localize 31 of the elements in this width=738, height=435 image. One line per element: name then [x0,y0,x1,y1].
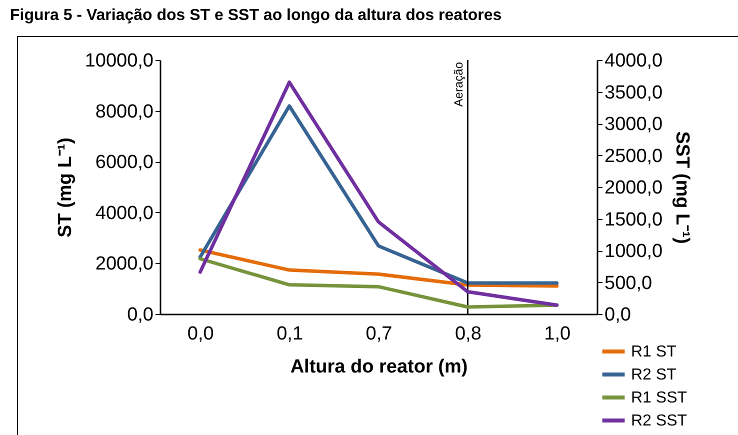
chart-title: Figura 5 - Variação dos ST e SST ao longo da altura dos reatores [10,7,502,24]
y2-tick-label: 2000,0 [604,178,663,198]
ref-line-label: Aeração [452,62,466,107]
y2-tick-label: 1500,0 [604,209,663,230]
y2-tick-label: 3500,0 [604,82,663,104]
y-tick-label: 8000,0 [95,101,154,122]
x-tick-label: 0,8 [454,324,482,344]
legend-label: R1 ST [631,344,677,360]
y2-tick-label: 1000,0 [604,241,663,262]
y-tick-label: 10000,0 [84,50,154,72]
y-tick-label: 6000,0 [95,152,154,174]
y2-tick-label: 4000,0 [604,50,663,72]
y2-tick-label: 3000,0 [604,114,663,135]
x-tick-label: 0,1 [276,324,304,344]
legend-label: R2 SST [631,412,688,430]
x-tick-label: 0,7 [366,324,392,344]
line-series [198,257,559,309]
legend-label: R2 ST [631,366,677,384]
x-tick-label: 0,0 [187,324,214,344]
x-tick-label: 1,0 [544,324,571,344]
x-axis-title: Altura do reator (m) [290,356,468,378]
y2-axis-title: SST (mg L⁻¹) [672,131,693,244]
y2-tick-label: 2500,0 [604,146,663,167]
legend-label: R1 SST [631,390,688,406]
y2-tick-label: 0,0 [604,304,631,326]
y-tick-label: 0,0 [127,304,154,326]
y-tick-label: 4000,0 [95,202,154,224]
line-series [198,248,559,288]
y-axis-title: ST (mg L⁻¹) [54,138,76,238]
y2-tick-label: 500,0 [604,272,652,294]
y-tick-label: 2000,0 [95,254,154,275]
